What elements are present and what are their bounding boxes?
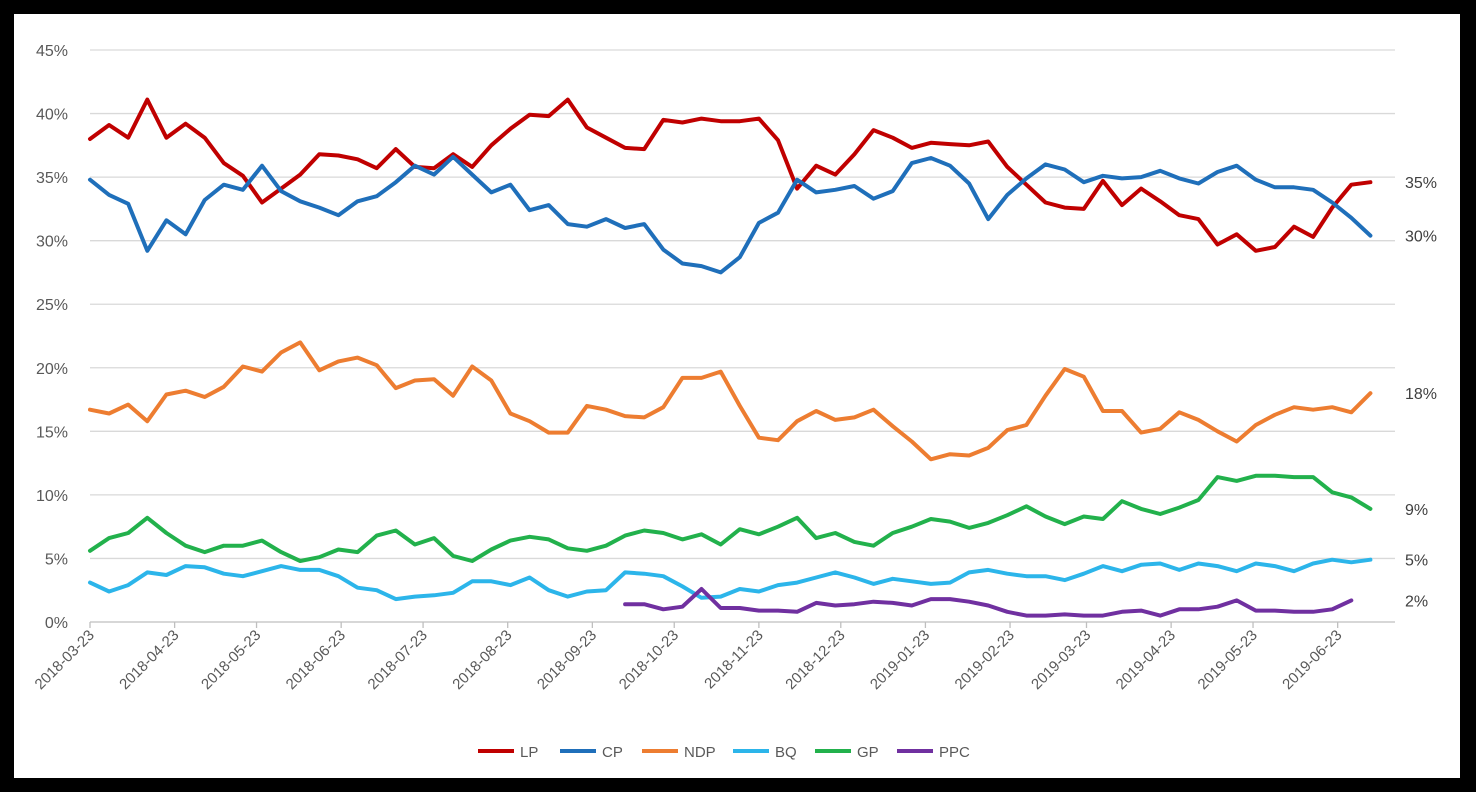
series-line-ppc bbox=[623, 587, 1354, 618]
y-tick-label: 40% bbox=[36, 107, 68, 124]
series-line-ndp bbox=[88, 340, 1373, 462]
y-tick-label: 25% bbox=[36, 297, 68, 314]
x-tick-label: 2019-06-23 bbox=[1279, 627, 1345, 693]
legend-label-lp: LP bbox=[520, 744, 538, 761]
series-line-bq bbox=[88, 557, 1373, 602]
end-label-gp: 9% bbox=[1405, 502, 1428, 519]
legend: LP CP NDP BQ GP PPC bbox=[478, 744, 970, 761]
y-tick-label: 0% bbox=[45, 615, 68, 632]
end-label-bq: 5% bbox=[1405, 553, 1428, 570]
series-line-lp bbox=[88, 97, 1373, 253]
x-tick-label: 2018-05-23 bbox=[198, 627, 264, 693]
chart-frame: 0% 5% 10% 15% 20% 25% 30% 35% 40% 45% 2018-03-23 2… bbox=[14, 14, 1460, 778]
y-tick-label: 20% bbox=[36, 361, 68, 378]
x-tick-label: 2018-09-23 bbox=[534, 627, 600, 693]
x-tick-label: 2019-01-23 bbox=[867, 627, 933, 693]
legend-label-ndp: NDP bbox=[684, 744, 716, 761]
x-tick-label: 2019-03-23 bbox=[1028, 627, 1094, 693]
legend-label-cp: CP bbox=[602, 744, 623, 761]
x-tick-label: 2019-04-23 bbox=[1113, 627, 1179, 693]
series-line-gp bbox=[88, 473, 1373, 563]
end-labels: 35% 30% 18% 5% 9% 2% bbox=[1405, 175, 1437, 610]
legend-label-gp: GP bbox=[857, 744, 879, 761]
x-tick-label: 2018-06-23 bbox=[283, 627, 349, 693]
x-tick-label: 2018-08-23 bbox=[449, 627, 515, 693]
line-chart: 0%5%10%15%20%25%30%35%40%45% 2018-03-23 2… bbox=[32, 43, 1437, 761]
x-axis-ticks: 2018-03-23 2018-04-23 2018-05-23 2018-06-23… bbox=[32, 622, 1345, 693]
legend-label-bq: BQ bbox=[775, 744, 797, 761]
y-tick-label: 10% bbox=[36, 488, 68, 505]
end-label-cp: 30% bbox=[1405, 229, 1437, 246]
gridlines bbox=[90, 49, 1395, 623]
end-label-ppc: 2% bbox=[1405, 593, 1428, 610]
x-tick-label: 2018-10-23 bbox=[616, 627, 682, 693]
x-tick-label: 2018-03-23 bbox=[32, 627, 98, 693]
x-tick-label: 2018-12-23 bbox=[782, 627, 848, 693]
series-lines bbox=[88, 97, 1373, 618]
y-tick-label: 30% bbox=[36, 234, 68, 251]
x-tick-label: 2018-04-23 bbox=[116, 627, 182, 693]
y-axis-ticks: 0% 5% 10% 15% 20% 25% 30% 35% 40% 45% bbox=[36, 43, 68, 632]
series-line-cp bbox=[88, 154, 1373, 275]
x-tick-label: 2018-11-23 bbox=[701, 627, 766, 692]
x-tick-label: 2018-07-23 bbox=[365, 627, 431, 693]
x-tick-label: 2019-02-23 bbox=[952, 627, 1018, 693]
end-label-ndp: 18% bbox=[1405, 386, 1437, 403]
y-tick-label: 35% bbox=[36, 170, 68, 187]
y-tick-label: 15% bbox=[36, 424, 68, 441]
y-tick-label: 5% bbox=[45, 551, 68, 568]
legend-label-ppc: PPC bbox=[939, 744, 970, 761]
end-label-lp: 35% bbox=[1405, 175, 1437, 192]
x-tick-label: 2019-05-23 bbox=[1195, 627, 1261, 693]
y-tick-label: 45% bbox=[36, 43, 68, 60]
